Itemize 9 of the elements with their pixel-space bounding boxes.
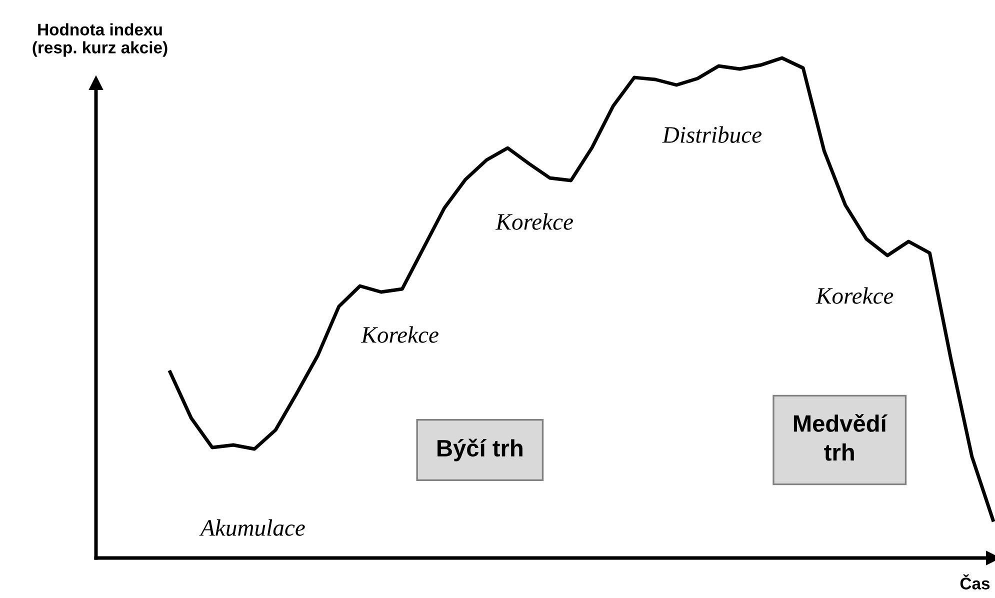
x-axis-title: Čas bbox=[960, 574, 990, 590]
annotation: Akumulace bbox=[199, 519, 305, 536]
annotation: Býčí trh bbox=[438, 438, 522, 462]
annotation: Korekce bbox=[816, 287, 894, 304]
annotation: Korekce bbox=[360, 326, 438, 343]
annotation: Korekce bbox=[495, 213, 573, 230]
annotation: Distribuce bbox=[662, 126, 762, 143]
y-axis-title: Hodnota indexu (resp. kurz akcie) bbox=[32, 23, 168, 57]
annotation: Medvědí trh bbox=[794, 414, 888, 461]
